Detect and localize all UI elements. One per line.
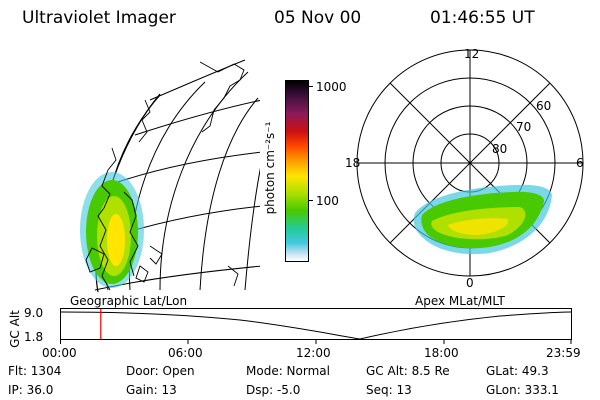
mlat-label-60: 60 xyxy=(536,99,551,113)
meridian-line xyxy=(199,97,259,291)
mlat-label-70: 70 xyxy=(516,120,531,134)
ip-value: IP: 36.0 xyxy=(8,383,54,397)
mlt-label-12: 12 xyxy=(464,47,479,61)
mode-value: Mode: Normal xyxy=(246,364,330,378)
geographic-map xyxy=(80,59,260,292)
parallel-line xyxy=(134,99,260,136)
mlt-label-6: 6 xyxy=(576,156,584,170)
door-status: Door: Open xyxy=(126,364,195,378)
colorbar-tick xyxy=(308,200,313,201)
timeline-xtick: 06:00 xyxy=(168,346,203,360)
dsp-value: Dsp: -5.0 xyxy=(246,383,301,397)
mlat-label-80: 80 xyxy=(492,142,507,156)
geographic-label: Geographic Lat/Lon xyxy=(70,294,188,308)
gain-value: Gain: 13 xyxy=(126,383,177,397)
coastline xyxy=(85,61,245,291)
mlt-label-18: 18 xyxy=(345,156,360,170)
polar-plot: 12 18 6 0 60 70 80 xyxy=(345,47,584,290)
meridian-line xyxy=(159,71,249,291)
sequence-number: Seq: 13 xyxy=(366,383,412,397)
timeline-xtick: 00:00 xyxy=(42,346,77,360)
altitude-curve xyxy=(60,311,572,340)
parallel-line xyxy=(149,59,246,101)
timeline-ytick: 1.8 xyxy=(24,330,44,344)
geographic-latitude: GLat: 49.3 xyxy=(486,364,549,378)
aurora-emission xyxy=(80,172,144,288)
gc-altitude: GC Alt: 8.5 Re xyxy=(366,364,450,378)
colorbar-tick xyxy=(308,86,313,87)
timeline-ylabel: GC Alt xyxy=(7,310,22,348)
colorbar xyxy=(285,80,309,262)
timeline-xtick: 12:00 xyxy=(296,346,331,360)
parallel-line xyxy=(117,151,260,183)
colorbar-label: photon cm⁻²s⁻¹ xyxy=(263,121,277,215)
observation-date: 05 Nov 00 xyxy=(274,8,362,28)
auroral-oval xyxy=(413,184,552,255)
mlt-label-0: 0 xyxy=(466,276,474,290)
meridian-line xyxy=(128,81,206,291)
colorbar-tick-label: 1000 xyxy=(316,80,347,94)
timeline-plot xyxy=(60,308,572,344)
timeline-ytick: 9.0 xyxy=(24,306,44,320)
timeline-xtick: 18:00 xyxy=(424,346,459,360)
timeline-xtick: 23:59 xyxy=(546,346,581,360)
flight-number: Flt: 1304 xyxy=(8,364,62,378)
observation-time: 01:46:55 UT xyxy=(430,8,535,28)
colorbar-tick-label: 100 xyxy=(316,194,339,208)
apex-label: Apex MLat/MLT xyxy=(415,294,505,308)
geographic-longitude: GLon: 333.1 xyxy=(486,383,559,397)
meridian-line xyxy=(244,167,260,291)
timeline-ticks xyxy=(60,339,572,344)
instrument-title: Ultraviolet Imager xyxy=(22,8,176,28)
